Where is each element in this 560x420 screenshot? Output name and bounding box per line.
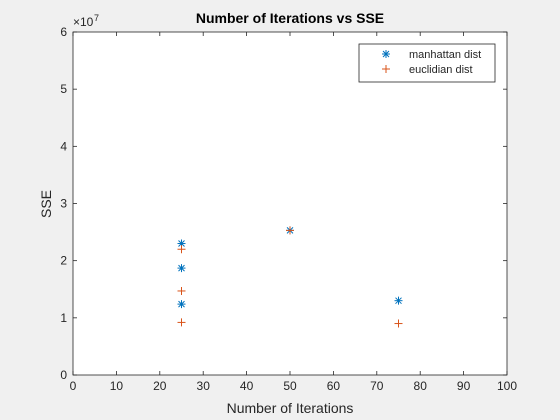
legend: manhattan dist euclidian dist: [359, 44, 495, 82]
x-axis-label: Number of Iterations: [227, 400, 354, 416]
x-tick-label: 20: [153, 379, 167, 393]
x-tick-label: 10: [110, 379, 124, 393]
x-tick-label: 80: [414, 379, 428, 393]
y-axis-label: SSE: [38, 190, 54, 218]
x-tick-label: 40: [240, 379, 254, 393]
y-tick-label: 2: [60, 254, 67, 268]
y-tick-label: 5: [60, 82, 67, 96]
x-tick-label: 50: [283, 379, 297, 393]
x-tick-label: 60: [327, 379, 341, 393]
exponent-base: ×10: [73, 15, 94, 29]
y-tick-label: 4: [60, 139, 67, 153]
asterisk-marker: [178, 300, 186, 308]
y-tick-label: 0: [60, 368, 67, 382]
asterisk-marker: [178, 264, 186, 272]
y-tick-label: 1: [60, 311, 67, 325]
y-scale-exponent: ×10 7: [73, 13, 99, 29]
legend-marker-1: [382, 50, 390, 58]
legend-entry-label: euclidian dist: [409, 64, 473, 76]
y-tick-labels: 0 1 2 3 4 5 6: [60, 25, 67, 382]
x-tick-label: 30: [197, 379, 211, 393]
x-tick-label: 0: [70, 379, 77, 393]
x-tick-labels: 0 10 20 30 40 50 60 70 80 90 100: [70, 379, 518, 393]
x-tick-label: 90: [457, 379, 471, 393]
x-tick-label: 70: [370, 379, 384, 393]
y-tick-label: 6: [60, 25, 67, 39]
plot-area: [73, 32, 507, 375]
y-tick-label: 3: [60, 197, 67, 211]
asterisk-marker: [395, 297, 403, 305]
chart-title: Number of Iterations vs SSE: [196, 10, 384, 26]
exponent-power: 7: [94, 13, 99, 23]
legend-entry-label: manhattan dist: [409, 49, 481, 61]
x-tick-label: 100: [497, 379, 517, 393]
